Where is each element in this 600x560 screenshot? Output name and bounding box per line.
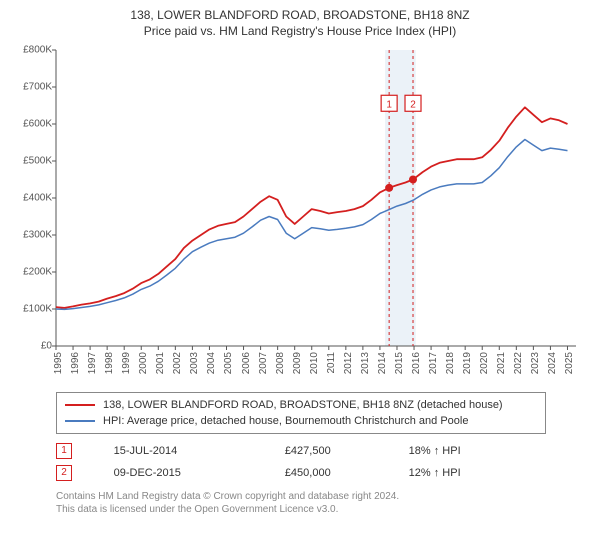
y-tick-label: £400K <box>12 193 52 204</box>
marker-price: £450,000 <box>285 462 409 484</box>
marker-badge: 1 <box>56 443 72 459</box>
svg-text:2: 2 <box>410 99 416 110</box>
x-tick-label: 2018 <box>445 352 456 374</box>
marker-price: £427,500 <box>285 440 409 462</box>
legend-label-hpi: HPI: Average price, detached house, Bour… <box>103 413 468 429</box>
svg-text:1: 1 <box>386 99 392 110</box>
x-tick-label: 2019 <box>462 352 473 374</box>
chart-title: 138, LOWER BLANDFORD ROAD, BROADSTONE, B… <box>12 8 588 22</box>
x-tick-label: 2017 <box>428 352 439 374</box>
marker-date: 09-DEC-2015 <box>114 462 285 484</box>
x-tick-label: 2007 <box>258 352 269 374</box>
x-tick-label: 2020 <box>479 352 490 374</box>
y-tick-label: £100K <box>12 304 52 315</box>
footer-line-2: This data is licensed under the Open Gov… <box>56 503 588 516</box>
x-tick-label: 2003 <box>189 352 200 374</box>
footer-attribution: Contains HM Land Registry data © Crown c… <box>56 490 588 516</box>
x-tick-label: 2004 <box>206 352 217 374</box>
y-tick-label: £500K <box>12 156 52 167</box>
x-tick-label: 2016 <box>411 352 422 374</box>
chart-subtitle: Price paid vs. HM Land Registry's House … <box>12 24 588 38</box>
marker-delta: 18% ↑ HPI <box>409 440 546 462</box>
x-tick-label: 2001 <box>155 352 166 374</box>
x-tick-label: 2015 <box>394 352 405 374</box>
x-tick-label: 2009 <box>292 352 303 374</box>
marker-row: 2 09-DEC-2015£450,00012% ↑ HPI <box>56 462 546 484</box>
x-tick-label: 1999 <box>121 352 132 374</box>
x-tick-label: 1998 <box>104 352 115 374</box>
marker-badge: 2 <box>56 465 72 481</box>
marker-table: 1 15-JUL-2014£427,50018% ↑ HPI 2 09-DEC-201… <box>56 440 546 484</box>
x-tick-label: 2010 <box>309 352 320 374</box>
x-tick-label: 2002 <box>172 352 183 374</box>
y-tick-label: £200K <box>12 267 52 278</box>
x-tick-label: 2012 <box>343 352 354 374</box>
x-tick-label: 2005 <box>223 352 234 374</box>
marker-row: 1 15-JUL-2014£427,50018% ↑ HPI <box>56 440 546 462</box>
legend-row-property: 138, LOWER BLANDFORD ROAD, BROADSTONE, B… <box>65 397 537 413</box>
footer-line-1: Contains HM Land Registry data © Crown c… <box>56 490 588 503</box>
x-tick-label: 2025 <box>564 352 575 374</box>
legend-label-property: 138, LOWER BLANDFORD ROAD, BROADSTONE, B… <box>103 397 503 413</box>
y-tick-label: £0 <box>12 341 52 352</box>
x-tick-label: 2008 <box>275 352 286 374</box>
figure-root: 138, LOWER BLANDFORD ROAD, BROADSTONE, B… <box>0 0 600 560</box>
legend: 138, LOWER BLANDFORD ROAD, BROADSTONE, B… <box>56 392 546 434</box>
x-tick-label: 1995 <box>53 352 64 374</box>
x-tick-label: 2011 <box>326 352 337 374</box>
y-tick-label: £600K <box>12 119 52 130</box>
y-tick-label: £700K <box>12 82 52 93</box>
x-tick-label: 2014 <box>377 352 388 374</box>
x-tick-label: 2006 <box>241 352 252 374</box>
chart-area: 12 £0£100K£200K£300K£400K£500K£600K£700K… <box>12 44 588 384</box>
x-tick-label: 1997 <box>87 352 98 374</box>
x-tick-label: 2013 <box>360 352 371 374</box>
legend-swatch-property <box>65 404 95 406</box>
x-tick-label: 2024 <box>547 352 558 374</box>
line-chart-svg: 12 <box>12 44 588 384</box>
x-tick-label: 2023 <box>530 352 541 374</box>
x-tick-label: 2021 <box>496 352 507 374</box>
marker-delta: 12% ↑ HPI <box>409 462 546 484</box>
x-tick-label: 2022 <box>513 352 524 374</box>
x-tick-label: 2000 <box>138 352 149 374</box>
y-tick-label: £300K <box>12 230 52 241</box>
y-tick-label: £800K <box>12 45 52 56</box>
legend-swatch-hpi <box>65 420 95 422</box>
marker-date: 15-JUL-2014 <box>114 440 285 462</box>
legend-row-hpi: HPI: Average price, detached house, Bour… <box>65 413 537 429</box>
x-tick-label: 1996 <box>70 352 81 374</box>
